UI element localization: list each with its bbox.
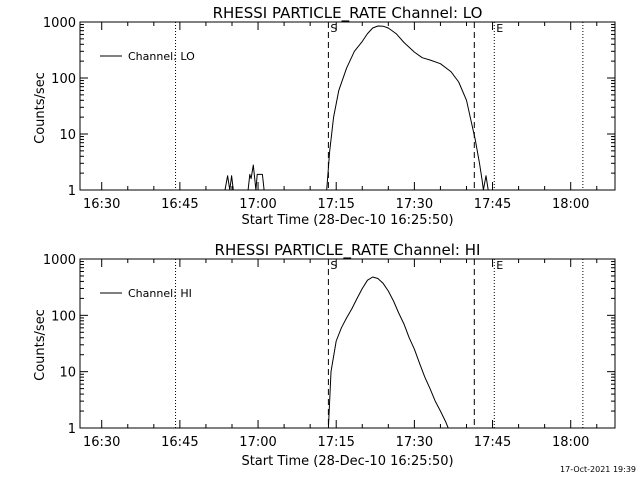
plot-title-lo: RHESSI PARTICLE_RATE Channel: LO: [212, 4, 483, 22]
x-tick-label-hi: 18:00: [552, 435, 589, 450]
x-tick-label-hi: 17:45: [474, 435, 511, 450]
series-line-lo: [224, 25, 489, 191]
y-tick-label-hi: 10: [59, 366, 76, 381]
y-tick-label-hi: 100: [51, 309, 76, 324]
x-tick-label-lo: 16:45: [161, 197, 198, 212]
y-tick-label-lo: 1: [68, 184, 76, 199]
marker-label-hi: E: [496, 259, 503, 272]
marker-label-lo: S: [330, 22, 337, 35]
legend-label-lo: Channel: LO: [128, 50, 195, 63]
x-tick-label-hi: 16:30: [83, 435, 120, 450]
x-tick-label-lo: 17:15: [317, 197, 354, 212]
y-tick-label-lo: 100: [51, 72, 76, 87]
y-tick-label-lo: 10: [59, 128, 76, 143]
y-axis-label-hi: Counts/sec: [33, 309, 48, 381]
x-tick-label-lo: 17:00: [239, 197, 276, 212]
x-tick-label-lo: 17:30: [396, 197, 433, 212]
x-tick-label-lo: 18:00: [552, 197, 589, 212]
series-line-hi: [327, 276, 449, 429]
x-tick-label-lo: 16:30: [83, 197, 120, 212]
y-tick-label-lo: 1000: [43, 16, 76, 31]
x-axis-label-lo: Start Time (28-Dec-10 16:25:50): [241, 213, 454, 228]
y-tick-label-hi: 1000: [43, 253, 76, 268]
y-tick-label-hi: 1: [68, 422, 76, 437]
marker-label-hi: S: [330, 259, 337, 272]
x-tick-label-hi: 17:00: [239, 435, 276, 450]
x-tick-label-lo: 17:45: [474, 197, 511, 212]
plot-title-hi: RHESSI PARTICLE_RATE Channel: HI: [214, 241, 481, 259]
marker-label-lo: E: [496, 22, 503, 35]
y-axis-label-lo: Counts/sec: [33, 72, 48, 144]
plot-frame-lo: [79, 21, 616, 191]
x-tick-label-hi: 17:30: [396, 435, 433, 450]
x-axis-label-hi: Start Time (28-Dec-10 16:25:50): [241, 454, 454, 469]
legend-label-hi: Channel: HI: [128, 287, 192, 300]
x-tick-label-hi: 17:15: [317, 435, 354, 450]
x-tick-label-hi: 16:45: [161, 435, 198, 450]
plot-frame-hi: [79, 258, 616, 429]
timestamp-footer: 17-Oct-2021 19:39: [560, 465, 636, 474]
